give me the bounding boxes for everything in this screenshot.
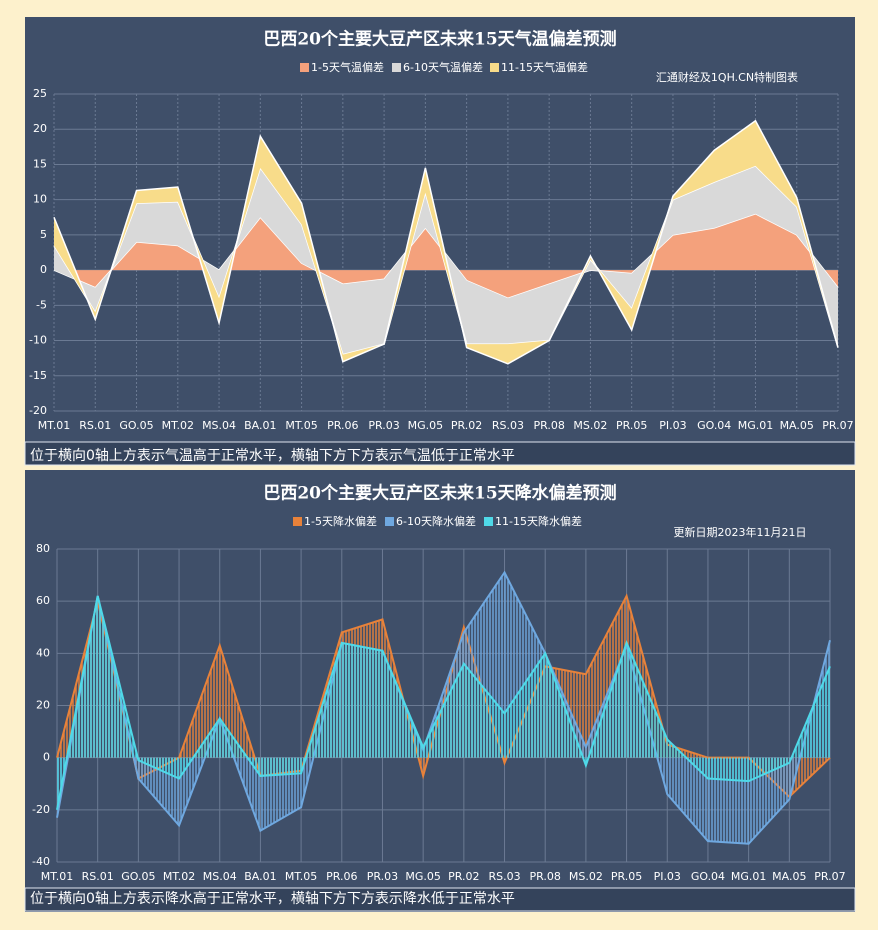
y-tick-label: 80 — [36, 542, 50, 555]
caption: 位于横向0轴上方表示降水高于正常水平，横轴下方下方表示降水低于正常水平 — [30, 890, 515, 907]
caption: 位于横向0轴上方表示气温高于正常水平，横轴下方下方表示气温低于正常水平 — [30, 447, 515, 464]
legend-label: 1-5天气温偏差 — [311, 60, 384, 74]
x-tick-label: MA.05 — [780, 419, 814, 432]
x-tick-label: MA.05 — [772, 870, 806, 883]
y-tick-label: 0 — [43, 751, 50, 764]
x-tick-label: PI.03 — [659, 419, 686, 432]
x-tick-label: MG.05 — [405, 870, 441, 883]
x-tick-label: PI.03 — [654, 870, 681, 883]
y-tick-label: -15 — [29, 369, 47, 382]
x-tick-label: MS.02 — [573, 419, 607, 432]
annotation: 更新日期2023年11月21日 — [674, 525, 807, 539]
x-tick-label: PR.07 — [814, 870, 845, 883]
x-tick-label: MG.05 — [408, 419, 444, 432]
x-tick-label: MT.02 — [163, 870, 195, 883]
legend-swatch — [484, 517, 493, 526]
area-edge — [56, 595, 831, 811]
chart-title: 巴西20个主要大豆产区未来15天降水偏差预测 — [263, 483, 616, 504]
legend-label: 6-10天降水偏差 — [396, 514, 476, 528]
x-tick-label: PR.03 — [368, 419, 399, 432]
x-tick-label: RS.03 — [488, 870, 520, 883]
area — [57, 595, 830, 810]
annotation: 汇通财经及1QH.CN特制图表 — [656, 70, 798, 84]
x-tick-label: PR.06 — [327, 419, 358, 432]
y-tick-label: 60 — [36, 594, 50, 607]
x-tick-label: PR.05 — [616, 419, 647, 432]
x-tick-label: MS.04 — [203, 870, 237, 883]
x-tick-label: PR.08 — [530, 870, 561, 883]
x-tick-label: GO.04 — [691, 870, 725, 883]
x-tick-label: MG.01 — [738, 419, 774, 432]
y-tick-label: 25 — [33, 87, 47, 100]
x-tick-label: PR.05 — [611, 870, 642, 883]
x-tick-label: GO.05 — [121, 870, 155, 883]
y-tick-label: 15 — [33, 157, 47, 170]
x-tick-label: BA.01 — [244, 419, 276, 432]
y-tick-label: 5 — [40, 228, 47, 241]
caption-band — [24, 887, 856, 912]
y-tick-label: -5 — [36, 298, 47, 311]
x-tick-label: MT.05 — [285, 419, 317, 432]
legend-swatch — [490, 63, 499, 72]
x-tick-label: MT.02 — [162, 419, 194, 432]
x-tick-label: MS.04 — [202, 419, 236, 432]
y-tick-label: 20 — [36, 699, 50, 712]
y-tick-label: 10 — [33, 193, 47, 206]
legend-swatch — [293, 517, 302, 526]
x-tick-label: MS.02 — [569, 870, 603, 883]
legend-swatch — [392, 63, 401, 72]
x-tick-label: MT.05 — [285, 870, 317, 883]
x-tick-label: PR.07 — [822, 419, 853, 432]
x-tick-label: MT.01 — [41, 870, 73, 883]
legend-label: 1-5天降水偏差 — [304, 514, 377, 528]
x-tick-label: RS.01 — [79, 419, 111, 432]
y-tick-label: -20 — [32, 803, 50, 816]
x-tick-label: GO.04 — [697, 419, 731, 432]
x-tick-label: MT.01 — [38, 419, 70, 432]
x-tick-label: RS.03 — [492, 419, 524, 432]
area-edge — [56, 570, 831, 845]
x-tick-label: PR.06 — [326, 870, 357, 883]
area — [54, 120, 838, 364]
legend-label: 11-15天降水偏差 — [495, 514, 582, 528]
caption-band — [24, 441, 856, 466]
chart-title: 巴西20个主要大豆产区未来15天气温偏差预测 — [263, 29, 616, 50]
x-tick-label: PR.02 — [451, 419, 482, 432]
x-tick-label: PR.03 — [367, 870, 398, 883]
x-tick-label: GO.05 — [119, 419, 153, 432]
legend-swatch — [300, 63, 309, 72]
legend-swatch — [385, 517, 394, 526]
y-tick-label: -40 — [32, 855, 50, 868]
y-tick-label: -20 — [29, 404, 47, 417]
x-tick-label: PR.08 — [533, 419, 564, 432]
legend-label: 11-15天气温偏差 — [501, 60, 588, 74]
y-tick-label: 20 — [33, 122, 47, 135]
y-tick-label: 40 — [36, 646, 50, 659]
legend-label: 6-10天气温偏差 — [403, 60, 483, 74]
y-tick-label: -10 — [29, 334, 47, 347]
y-tick-label: 0 — [40, 263, 47, 276]
x-tick-label: MG.01 — [731, 870, 767, 883]
x-tick-label: PR.02 — [448, 870, 479, 883]
x-tick-label: RS.01 — [82, 870, 114, 883]
area-edge — [53, 119, 839, 365]
x-tick-label: BA.01 — [244, 870, 276, 883]
